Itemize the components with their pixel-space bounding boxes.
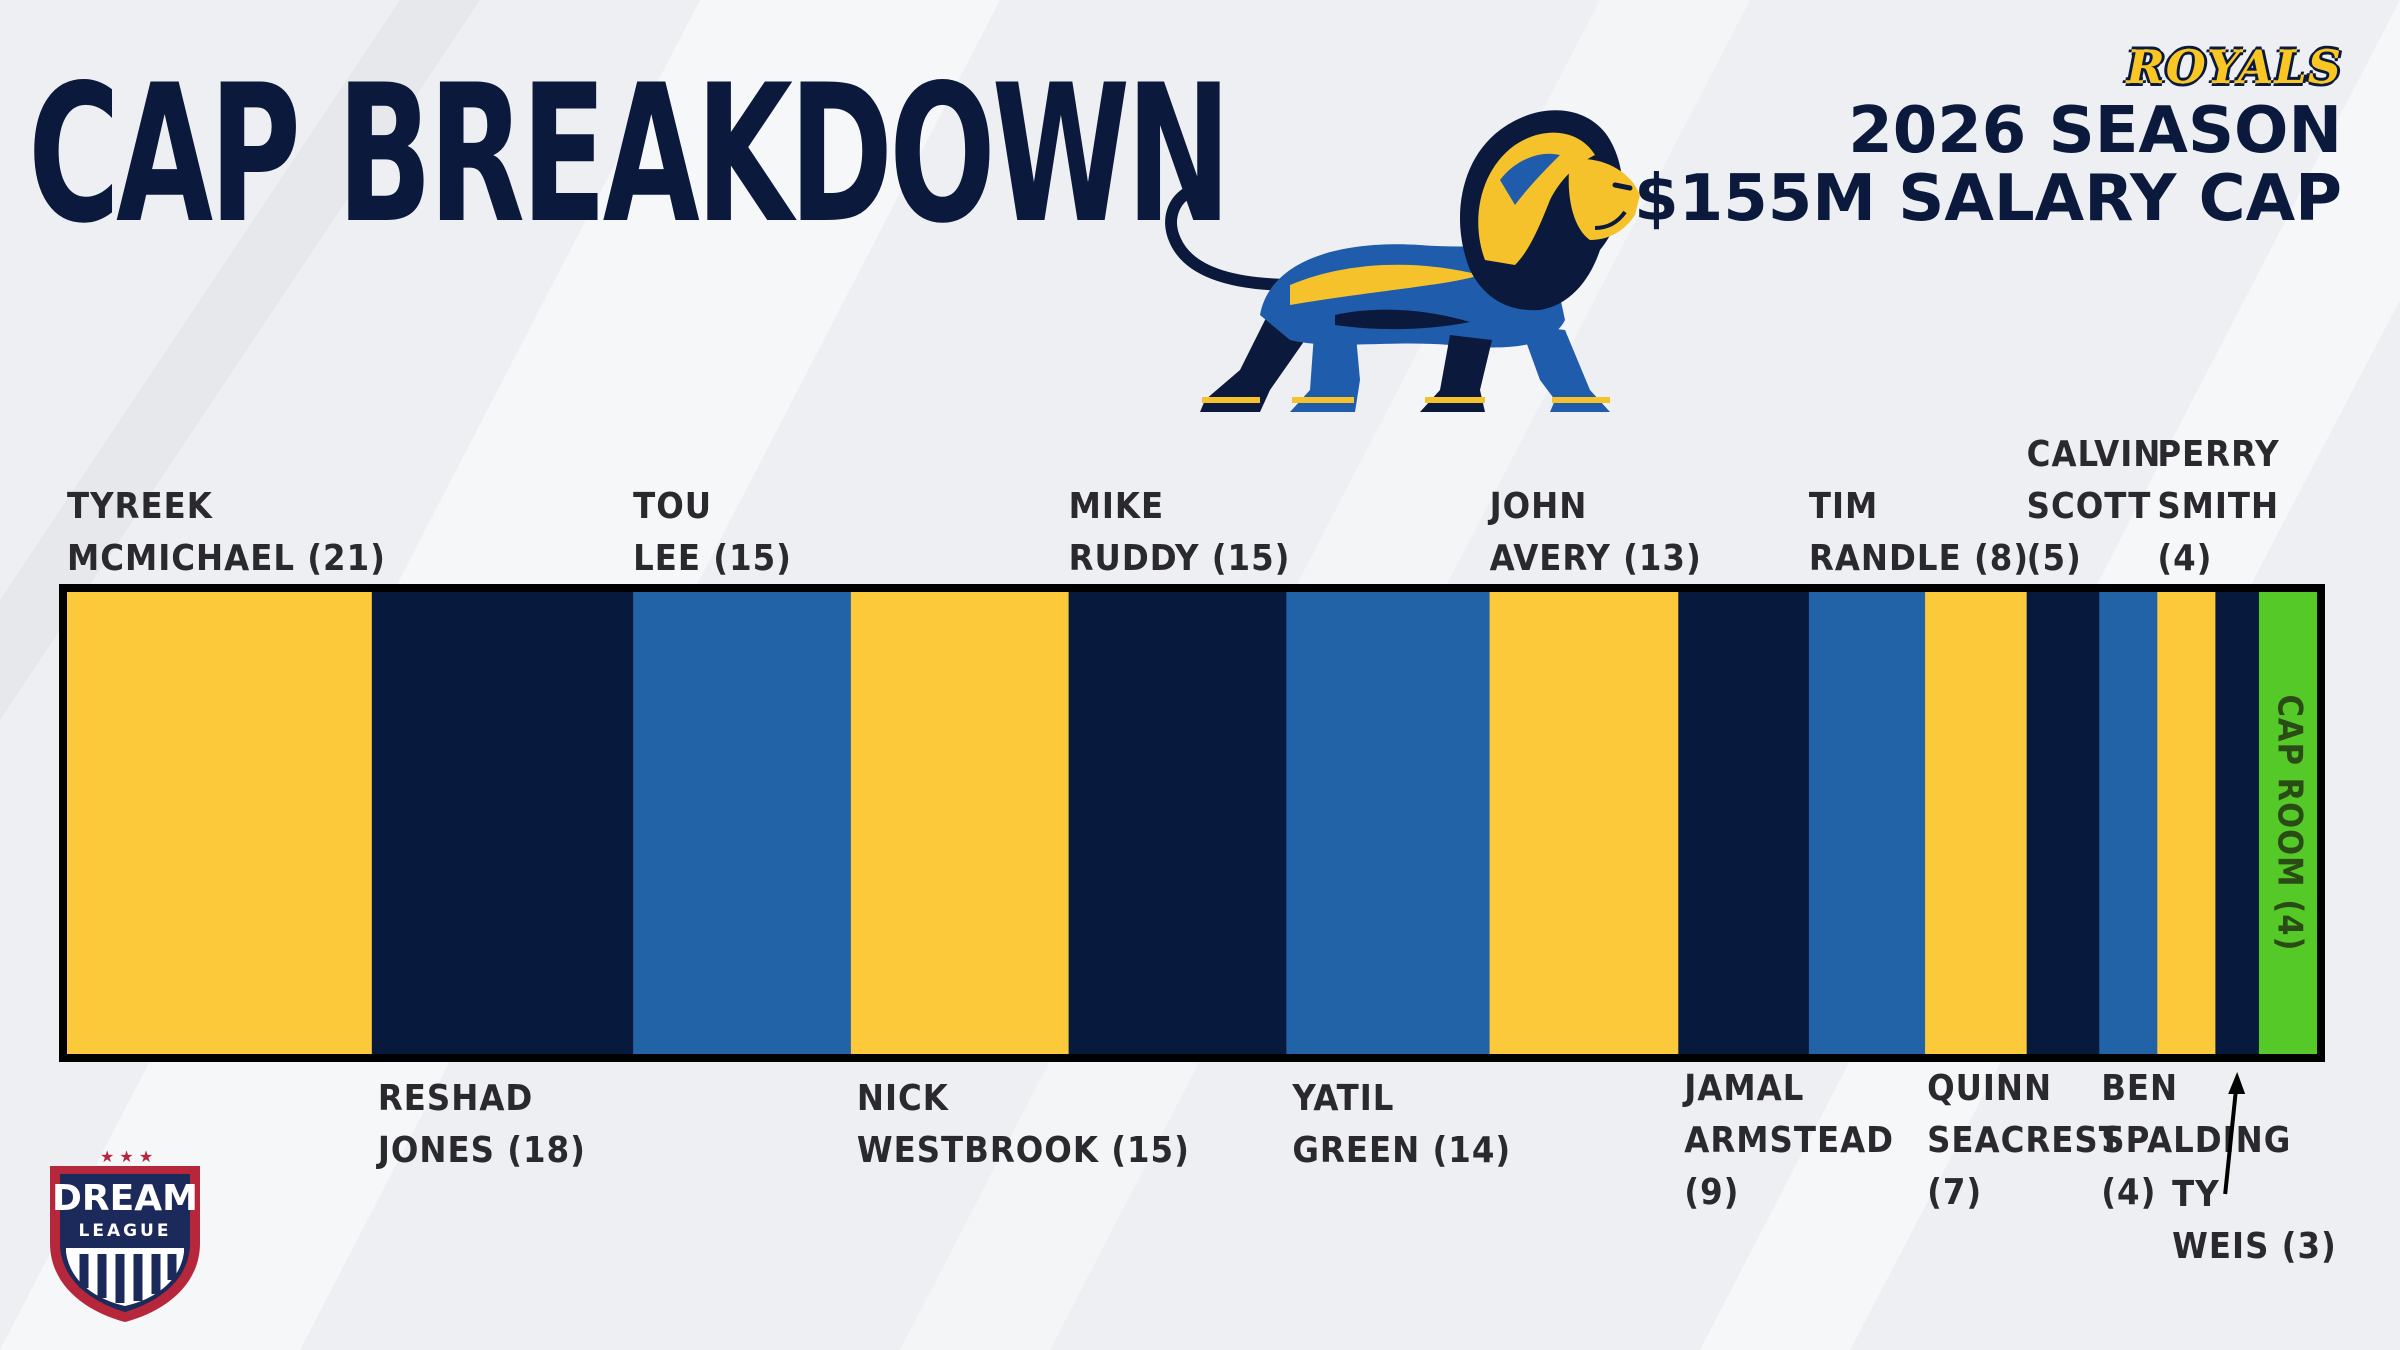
segment-label-tyreek-mcmichael-line1: TYREEK bbox=[67, 486, 214, 527]
bar-segment-tou-lee bbox=[633, 592, 852, 1054]
segment-label-jamal-armstead-line1: JAMAL bbox=[1682, 1068, 1804, 1109]
segment-label-quinn-seacrest-line1: QUINN bbox=[1927, 1068, 2052, 1109]
segment-label-perry-smith-line1: PERRY bbox=[2157, 434, 2279, 475]
league-badge: ★ ★ ★ DREAM LEAGUE bbox=[50, 1148, 200, 1322]
segment-label-nick-westbrook-line2: WESTBROOK (15) bbox=[857, 1130, 1190, 1171]
bar-segment-quinn-seacrest bbox=[1925, 592, 2028, 1054]
bar-segment-calvin-scott bbox=[2026, 592, 2100, 1054]
bar-segment-cap-room bbox=[2258, 592, 2318, 1054]
segment-pointer-head-ty-weis bbox=[2228, 1072, 2246, 1094]
bar-segment-john-avery bbox=[1489, 592, 1679, 1054]
segment-label-john-avery-line2: AVERY (13) bbox=[1490, 538, 1702, 579]
segment-label-yatil-green-line1: YATIL bbox=[1291, 1078, 1394, 1119]
salary-cap-label: $155M SALARY CAP bbox=[1634, 162, 2342, 236]
segment-label-ty-weis-line1: TY bbox=[2172, 1174, 2220, 1215]
segment-label-perry-smith-line3: (4) bbox=[2157, 538, 2212, 579]
segment-label-yatil-green-line2: GREEN (14) bbox=[1292, 1130, 1511, 1171]
segment-label-calvin-scott-line1: CALVIN bbox=[2027, 434, 2162, 475]
segment-label-tim-randle-line2: RANDLE (8) bbox=[1809, 538, 2029, 579]
bar-segment-yatil-green bbox=[1286, 592, 1491, 1054]
svg-text:★ ★ ★: ★ ★ ★ bbox=[100, 1148, 153, 1166]
segment-label-ben-spalding-line2: SPALDING bbox=[2101, 1120, 2291, 1161]
season-label: 2026 SEASON bbox=[1848, 94, 2342, 168]
segment-label-tyreek-mcmichael-line2: MCMICHAEL (21) bbox=[67, 538, 386, 579]
segment-label-mike-ruddy-line2: RUDDY (15) bbox=[1069, 538, 1291, 579]
segment-label-jamal-armstead-line2: ARMSTEAD bbox=[1684, 1120, 1894, 1161]
segment-label-tou-lee-line2: LEE (15) bbox=[633, 538, 792, 579]
bar-segment-nick-westbrook bbox=[850, 592, 1070, 1054]
segment-label-calvin-scott-line3: (5) bbox=[2027, 538, 2082, 579]
bar-segment-tim-randle bbox=[1808, 592, 1926, 1054]
bar-segment-ben-spalding bbox=[2099, 592, 2158, 1054]
bar-segment-ty-weis bbox=[2215, 592, 2260, 1054]
segment-pointer-ty-weis bbox=[2223, 1077, 2240, 1195]
bar-segment-perry-smith bbox=[2157, 592, 2216, 1054]
bar-frame bbox=[59, 584, 2325, 1062]
segment-label-cap-room: CAP ROOM (4) bbox=[2269, 694, 2309, 951]
segment-label-quinn-seacrest-line3: (7) bbox=[1927, 1172, 1982, 1213]
segment-label-ben-spalding-line1: BEN bbox=[2101, 1068, 2178, 1109]
segment-label-reshad-jones-line1: RESHAD bbox=[378, 1078, 533, 1119]
bar-segment-mike-ruddy bbox=[1068, 592, 1287, 1054]
bar-segment-jamal-armstead bbox=[1678, 592, 1810, 1054]
segment-label-reshad-jones-line2: JONES (18) bbox=[376, 1130, 586, 1171]
segment-label-ty-weis-line2: WEIS (3) bbox=[2172, 1226, 2337, 1267]
segment-label-calvin-scott-line2: SCOTT bbox=[2027, 486, 2152, 527]
league-name-line1: DREAM bbox=[52, 1178, 198, 1219]
lion-icon bbox=[1165, 110, 1640, 412]
segment-label-perry-smith-line2: SMITH bbox=[2157, 486, 2279, 527]
league-name-line2: LEAGUE bbox=[79, 1221, 172, 1241]
bar-segment-tyreek-mcmichael bbox=[67, 592, 373, 1054]
segment-label-ben-spalding-line3: (4) bbox=[2101, 1172, 2156, 1213]
segment-label-mike-ruddy-line1: MIKE bbox=[1069, 486, 1165, 527]
segment-label-quinn-seacrest-line2: SEACREST bbox=[1927, 1120, 2122, 1161]
segment-label-john-avery-line1: JOHN bbox=[1488, 486, 1588, 527]
segment-label-jamal-armstead-line3: (9) bbox=[1684, 1172, 1739, 1213]
page-title: CAP BREAKDOWN bbox=[28, 44, 1231, 265]
segment-label-nick-westbrook-line1: NICK bbox=[857, 1078, 950, 1119]
segment-label-tou-lee-line1: TOU bbox=[633, 486, 712, 527]
team-brand: ROYALS bbox=[2126, 40, 2342, 94]
segment-label-tim-randle-line1: TIM bbox=[1809, 486, 1878, 527]
bar-segment-reshad-jones bbox=[371, 592, 634, 1054]
